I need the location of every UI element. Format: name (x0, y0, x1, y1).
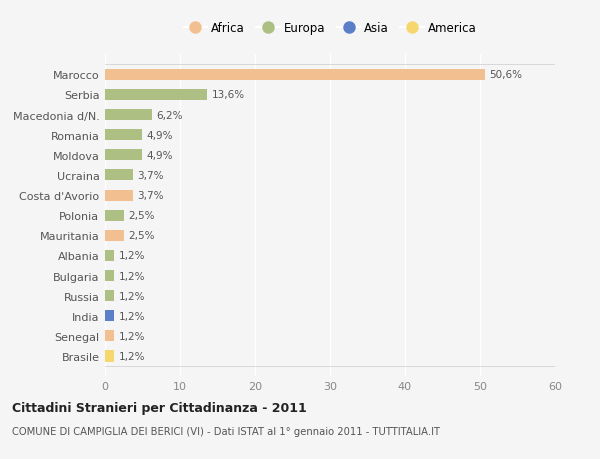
Text: 13,6%: 13,6% (212, 90, 245, 100)
Text: 1,2%: 1,2% (119, 311, 145, 321)
Bar (105, 150, 142, 161)
Text: 1,2%: 1,2% (119, 351, 145, 361)
Bar (105, 311, 114, 322)
Bar (105, 250, 114, 262)
Text: 2,5%: 2,5% (128, 211, 155, 221)
Bar (105, 270, 114, 281)
Bar (105, 90, 207, 101)
Bar (105, 170, 133, 181)
Text: 2,5%: 2,5% (128, 231, 155, 241)
Text: 1,2%: 1,2% (119, 291, 145, 301)
Bar (105, 210, 124, 221)
Text: 3,7%: 3,7% (137, 171, 164, 180)
Text: COMUNE DI CAMPIGLIA DEI BERICI (VI) - Dati ISTAT al 1° gennaio 2011 - TUTTITALIA: COMUNE DI CAMPIGLIA DEI BERICI (VI) - Da… (12, 426, 440, 436)
Legend: Africa, Europa, Asia, America: Africa, Europa, Asia, America (179, 17, 481, 40)
Bar (105, 330, 114, 341)
Text: 3,7%: 3,7% (137, 190, 164, 201)
Bar (105, 70, 485, 81)
Text: 4,9%: 4,9% (146, 151, 173, 161)
Bar (105, 130, 142, 141)
Text: 4,9%: 4,9% (146, 130, 173, 140)
Text: 1,2%: 1,2% (119, 251, 145, 261)
Bar (105, 351, 114, 362)
Bar (105, 230, 124, 241)
Bar (105, 190, 133, 201)
Text: 50,6%: 50,6% (489, 70, 522, 80)
Bar (105, 291, 114, 302)
Text: Cittadini Stranieri per Cittadinanza - 2011: Cittadini Stranieri per Cittadinanza - 2… (12, 401, 307, 414)
Text: 1,2%: 1,2% (119, 271, 145, 281)
Text: 1,2%: 1,2% (119, 331, 145, 341)
Bar (105, 110, 151, 121)
Text: 6,2%: 6,2% (156, 110, 182, 120)
